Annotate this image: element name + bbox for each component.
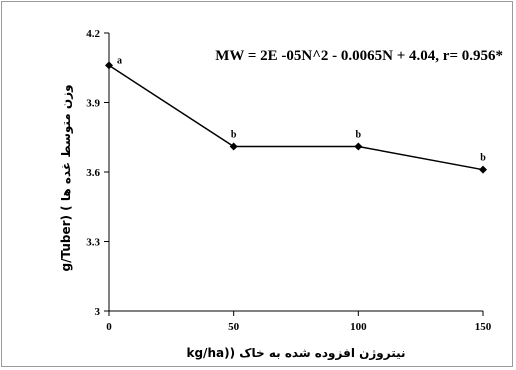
y-tick-label: 3.3 (86, 237, 100, 249)
y-tick-label: 3 (95, 306, 101, 318)
x-axis-label: kg/ha)) نیتروژن افزوده شده به خاک (186, 346, 405, 361)
x-tick-label: 150 (475, 321, 492, 333)
y-axis-label: g/Tuber) ( وزن متوسط غده ها (59, 84, 74, 271)
equation-label: MW = 2E -05N^2 - 0.0065N + 4.04, r= 0.95… (215, 48, 503, 64)
data-point-marker (354, 142, 363, 151)
point-significance-label: b (231, 130, 237, 141)
y-tick-label: 4.2 (86, 28, 100, 40)
data-point-marker (229, 142, 238, 151)
y-ticks: 3 3.3 3.6 3.9 4.2 (86, 28, 109, 318)
y-tick-label: 3.6 (86, 167, 100, 179)
x-tick-label: 50 (228, 321, 240, 333)
series-group: a b b b (105, 55, 487, 174)
point-significance-label: b (480, 153, 486, 164)
y-tick-label: 3.9 (86, 98, 100, 110)
point-significance-label: b (356, 130, 362, 141)
data-point-marker (479, 165, 487, 174)
data-point-marker (105, 61, 113, 70)
x-tick-label: 0 (106, 321, 112, 333)
x-ticks: 0 50 100 150 (106, 311, 492, 333)
point-significance-label: a (117, 55, 122, 66)
series-line (108, 64, 484, 171)
chart-axes (108, 33, 483, 312)
x-tick-label: 100 (350, 321, 367, 333)
